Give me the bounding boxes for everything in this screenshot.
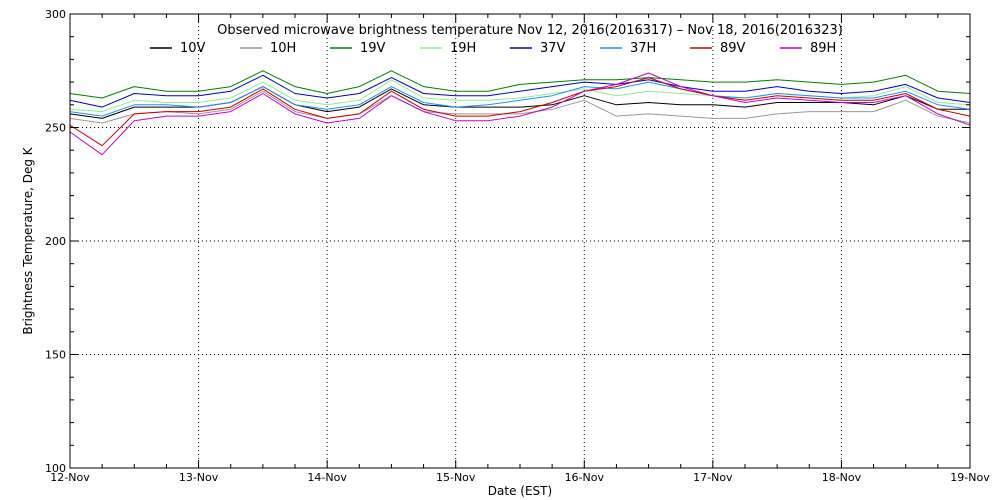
y-tick-label: 250	[45, 122, 66, 135]
legend-label-89v: 89V	[720, 41, 746, 56]
legend-label-89h: 89H	[810, 41, 836, 56]
x-tick-label: 16-Nov	[565, 471, 605, 484]
y-tick-label: 100	[45, 462, 66, 475]
legend-label-37v: 37V	[540, 41, 566, 56]
legend-label-10v: 10V	[180, 41, 206, 56]
series-line-19v	[69, 70, 971, 99]
series-lines	[69, 70, 971, 156]
y-tick-label: 300	[45, 8, 66, 21]
x-tick-label: 19-Nov	[950, 471, 990, 484]
y-axis-label: Brightness Temperature, Deg K	[21, 146, 35, 334]
y-tick-label: 150	[45, 349, 66, 362]
axis-ticks: 12-Nov 13-Nov 14-Nov 15-Nov 16-Nov 17-Nov 18-N…	[45, 8, 990, 484]
series-line-89v	[69, 77, 971, 147]
x-tick-label: 14-Nov	[307, 471, 347, 484]
series-line-37h	[69, 81, 971, 117]
legend: 10V 10H 19V 19H 37V 37H 89V 89H	[150, 41, 836, 56]
x-tick-label: 17-Nov	[693, 471, 733, 484]
grid	[70, 14, 970, 468]
legend-label-10h: 10H	[270, 41, 296, 56]
legend-label-19h: 19H	[450, 41, 476, 56]
x-tick-label: 18-Nov	[822, 471, 862, 484]
y-tick-label: 200	[45, 235, 66, 248]
series-line-10h	[69, 90, 971, 124]
series-line-37v	[69, 74, 971, 108]
series-line-89h	[69, 72, 971, 156]
x-tick-label: 12-Nov	[50, 471, 90, 484]
x-tick-label: 15-Nov	[436, 471, 476, 484]
legend-label-37h: 37H	[630, 41, 656, 56]
x-axis-label: Date (EST)	[488, 484, 552, 498]
chart-title: Observed microwave brightness temperatur…	[217, 23, 843, 38]
legend-label-19v: 19V	[360, 41, 386, 56]
x-tick-label: 13-Nov	[179, 471, 219, 484]
